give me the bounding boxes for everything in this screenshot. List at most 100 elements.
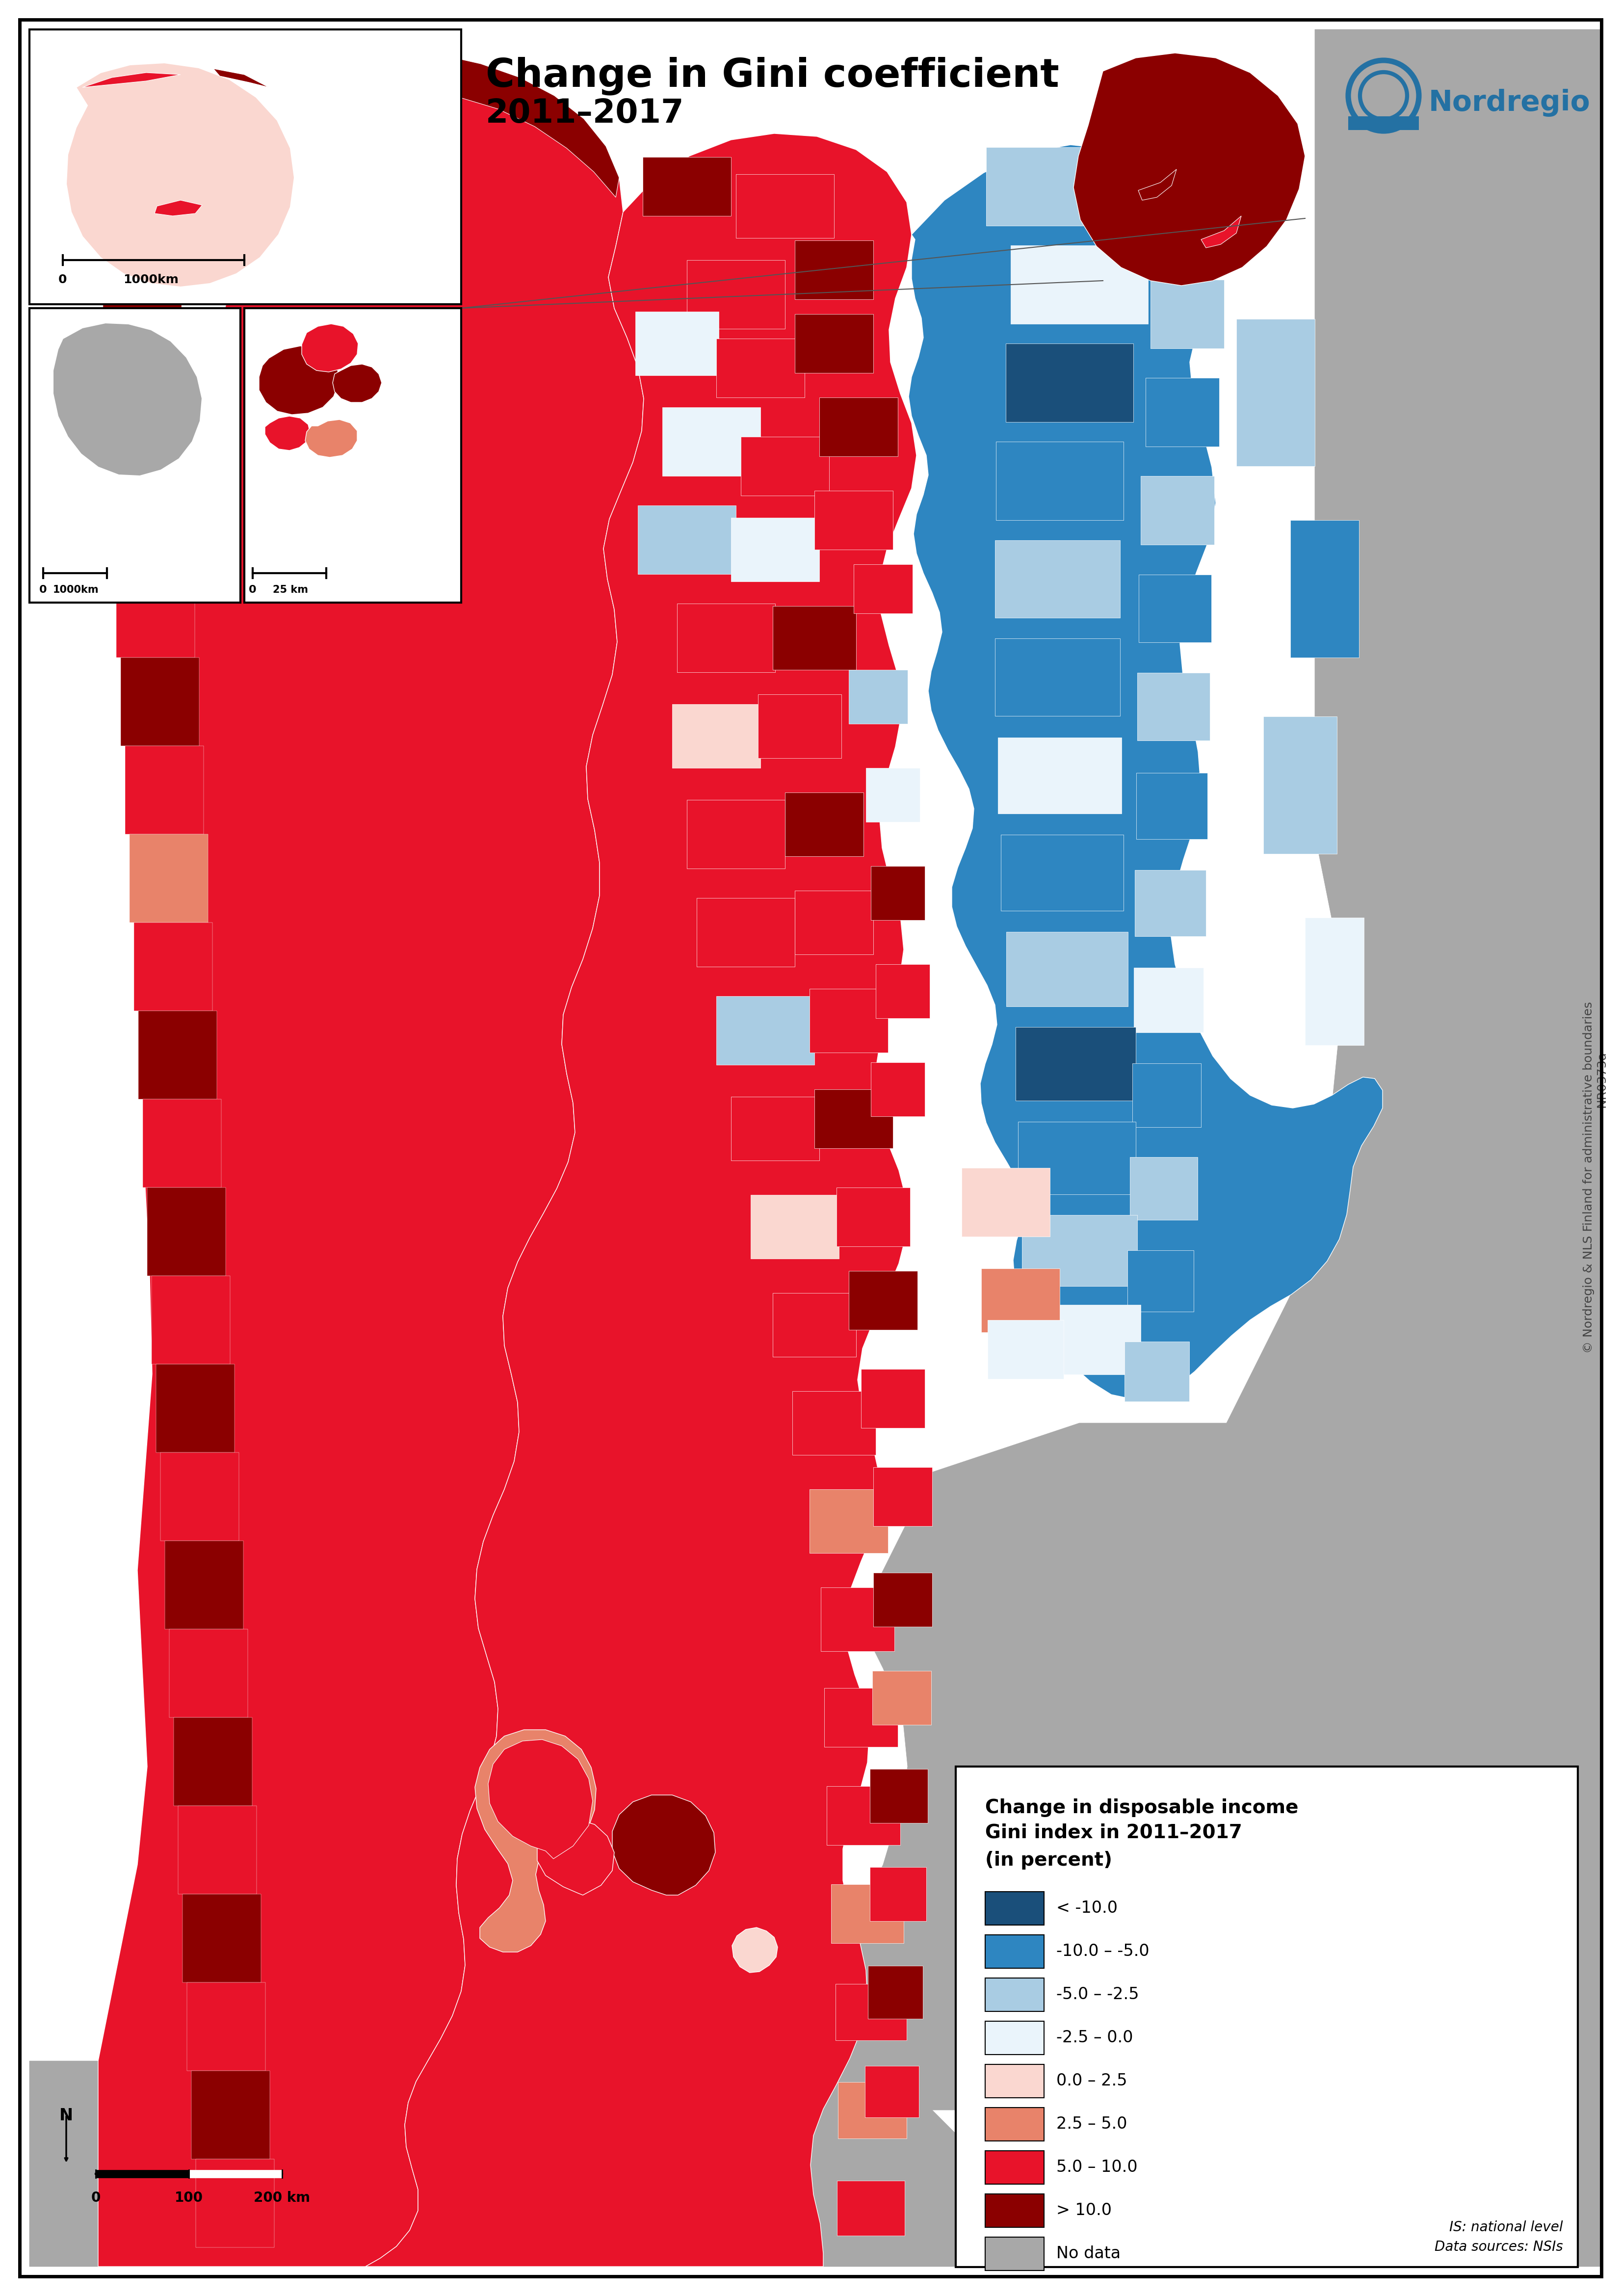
Polygon shape [1007, 932, 1128, 1006]
Text: 0: 0 [91, 2190, 101, 2204]
Polygon shape [99, 211, 177, 305]
Polygon shape [733, 1926, 778, 1972]
Polygon shape [1151, 280, 1224, 349]
Polygon shape [196, 2158, 274, 2248]
Text: > 10.0: > 10.0 [1057, 2202, 1112, 2218]
Text: 0: 0 [58, 273, 66, 285]
Polygon shape [53, 324, 203, 475]
Polygon shape [793, 1391, 875, 1456]
Polygon shape [1138, 170, 1177, 200]
Polygon shape [1028, 1304, 1141, 1375]
Polygon shape [687, 259, 785, 328]
Text: -2.5 – 0.0: -2.5 – 0.0 [1057, 2030, 1133, 2046]
Polygon shape [836, 1187, 909, 1247]
Polygon shape [1138, 574, 1211, 643]
Polygon shape [83, 73, 180, 87]
Polygon shape [1127, 1249, 1193, 1311]
Bar [986, 2195, 1044, 2227]
Polygon shape [1010, 246, 1148, 324]
Polygon shape [759, 693, 841, 758]
Bar [986, 2151, 1044, 2183]
Polygon shape [716, 338, 804, 397]
Polygon shape [332, 365, 381, 402]
Polygon shape [613, 1795, 715, 1894]
Polygon shape [1005, 344, 1133, 422]
Polygon shape [66, 62, 295, 287]
Polygon shape [981, 1267, 1060, 1332]
Polygon shape [731, 517, 819, 581]
Polygon shape [838, 2082, 906, 2138]
Polygon shape [178, 1805, 256, 1894]
Polygon shape [1135, 870, 1206, 937]
Polygon shape [182, 1894, 261, 1981]
Polygon shape [148, 1187, 225, 1277]
Polygon shape [1018, 1123, 1136, 1194]
Polygon shape [697, 898, 794, 967]
Polygon shape [814, 1088, 893, 1148]
Polygon shape [849, 1272, 917, 1329]
Polygon shape [186, 1981, 266, 2071]
Text: 100: 100 [175, 2190, 203, 2204]
Polygon shape [1237, 319, 1315, 466]
Text: 2.5 – 5.0: 2.5 – 5.0 [1057, 2117, 1127, 2133]
Polygon shape [832, 1885, 905, 1942]
Polygon shape [302, 324, 358, 372]
Polygon shape [1136, 774, 1208, 838]
Polygon shape [635, 312, 718, 374]
Polygon shape [151, 1277, 230, 1364]
Polygon shape [823, 1688, 898, 1747]
Polygon shape [537, 1818, 614, 1894]
Text: No data: No data [1057, 2245, 1120, 2262]
Text: Change in Gini coefficient: Change in Gini coefficient [486, 57, 1059, 94]
Polygon shape [1015, 1026, 1136, 1100]
Polygon shape [133, 923, 212, 1010]
Text: Nordregio: Nordregio [1428, 90, 1590, 117]
Text: 1000km: 1000km [123, 273, 178, 285]
Polygon shape [736, 174, 835, 239]
Text: Gini index in 2011–2017: Gini index in 2011–2017 [986, 1823, 1242, 1841]
Polygon shape [814, 491, 893, 549]
Bar [986, 2020, 1044, 2055]
Polygon shape [836, 2181, 905, 2236]
Polygon shape [160, 1453, 238, 1541]
Bar [29, 30, 462, 305]
Polygon shape [29, 2062, 1080, 2266]
Polygon shape [987, 1320, 1063, 1380]
Polygon shape [156, 1364, 235, 1453]
Polygon shape [751, 1194, 840, 1258]
Polygon shape [169, 1630, 248, 1717]
Polygon shape [827, 1786, 900, 1846]
Bar [986, 1936, 1044, 1968]
Polygon shape [874, 1573, 932, 1626]
Polygon shape [274, 51, 619, 197]
Polygon shape [1138, 673, 1209, 742]
Polygon shape [264, 416, 310, 450]
Polygon shape [365, 133, 916, 2266]
Text: -10.0 – -5.0: -10.0 – -5.0 [1057, 1942, 1149, 1958]
Polygon shape [173, 1717, 251, 1805]
Polygon shape [1141, 475, 1214, 544]
Polygon shape [120, 657, 199, 746]
Bar [29, 308, 240, 602]
Polygon shape [866, 767, 919, 822]
Polygon shape [154, 200, 203, 216]
Polygon shape [861, 1368, 926, 1428]
Text: NR0373a: NR0373a [1597, 1052, 1608, 1107]
Bar [986, 1892, 1044, 1924]
Polygon shape [642, 156, 731, 216]
Polygon shape [107, 393, 186, 480]
Text: -5.0 – -2.5: -5.0 – -2.5 [1057, 1986, 1140, 2002]
Polygon shape [773, 1293, 856, 1357]
Polygon shape [986, 147, 1123, 225]
Text: < -10.0: < -10.0 [1057, 1901, 1117, 1917]
Polygon shape [214, 69, 269, 87]
Polygon shape [995, 638, 1120, 716]
Polygon shape [687, 799, 785, 868]
Polygon shape [1263, 716, 1337, 854]
Polygon shape [1146, 379, 1219, 445]
Bar [245, 308, 462, 602]
Bar [986, 2108, 1044, 2140]
Polygon shape [995, 540, 1120, 618]
Polygon shape [1000, 833, 1123, 912]
Polygon shape [191, 2071, 269, 2158]
